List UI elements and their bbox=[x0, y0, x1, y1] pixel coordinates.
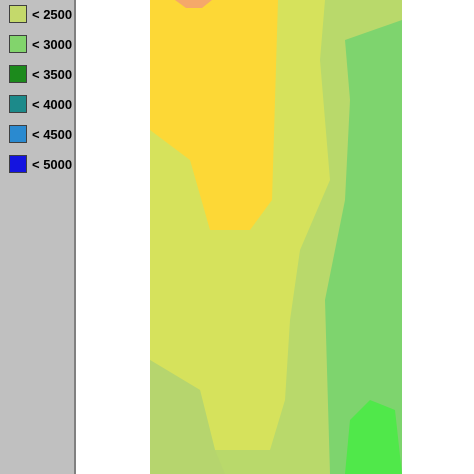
legend-label: < 4000 bbox=[32, 96, 73, 112]
legend-item: < 4500 bbox=[9, 125, 72, 143]
legend-swatch bbox=[9, 65, 27, 83]
legend-item: < 2500 bbox=[9, 5, 72, 23]
region bbox=[150, 360, 225, 474]
legend-item: < 4000 bbox=[9, 95, 72, 113]
region bbox=[175, 0, 212, 8]
legend-swatch bbox=[9, 5, 27, 23]
legend-swatch bbox=[9, 35, 27, 53]
region bbox=[150, 0, 278, 230]
legend-label: < 4500 bbox=[32, 126, 73, 142]
legend-item: < 3500 bbox=[9, 65, 72, 83]
legend-item: < 3000 bbox=[9, 35, 72, 53]
legend-label: < 2500 bbox=[32, 6, 73, 22]
region bbox=[345, 400, 402, 474]
legend: < 2500 < 3000 < 3500 < 4000 < 4500 < 5000 bbox=[0, 0, 76, 474]
legend-swatch bbox=[9, 155, 27, 173]
legend-item: < 5000 bbox=[9, 155, 72, 173]
legend-swatch bbox=[9, 125, 27, 143]
legend-label: < 5000 bbox=[32, 156, 73, 172]
legend-label: < 3500 bbox=[32, 66, 73, 82]
region bbox=[325, 20, 402, 474]
legend-swatch bbox=[9, 95, 27, 113]
legend-label: < 3000 bbox=[32, 36, 73, 52]
